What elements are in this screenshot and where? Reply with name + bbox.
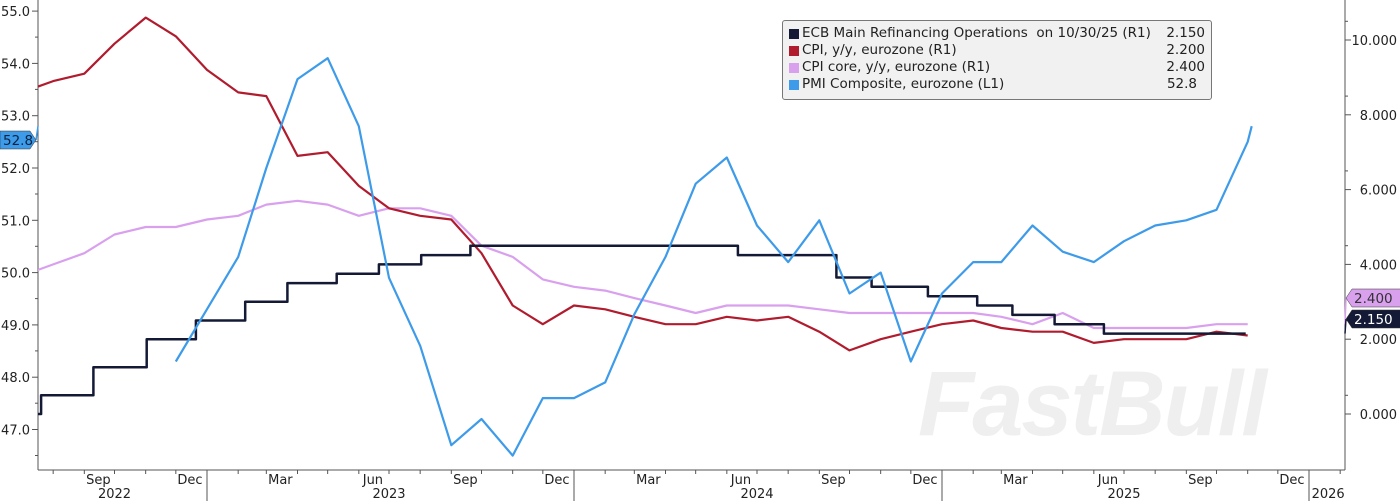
legend-swatch <box>789 62 799 73</box>
legend-label: CPI, y/y, eurozone (R1) <box>802 42 957 58</box>
watermark-logo: FastBull <box>918 353 1267 455</box>
right-axis-tag-ecb-leader <box>1344 318 1347 334</box>
right-axis-tag-core-bg <box>1345 288 1400 308</box>
right-tick-label: 2.000 <box>1360 333 1397 348</box>
x-month-label: Sep <box>453 473 478 488</box>
x-month-label: Sep <box>86 473 111 488</box>
left-axis-tag: 52.8 <box>3 133 33 149</box>
left-tick-label: 53.0 <box>1 110 30 125</box>
legend-item-pmi: PMI Composite, eurozone (L1) 52.8 <box>789 76 1205 93</box>
x-month-label: Dec <box>544 473 569 488</box>
series-line-2 <box>38 199 1248 330</box>
legend-item-cpi: CPI, y/y, eurozone (R1) 2.200 <box>789 42 1205 59</box>
x-month-label: Jun <box>362 473 383 488</box>
x-year-label: 2022 <box>98 487 131 501</box>
left-tick-label: 52.0 <box>1 162 30 177</box>
left-axis-tag-bg <box>0 130 37 150</box>
left-tick-label: 48.0 <box>1 371 30 386</box>
right-tick-label: 0.000 <box>1360 408 1397 423</box>
left-tick-label: 50.0 <box>1 267 30 282</box>
legend: ECB Main Refinancing Operations on 10/30… <box>782 20 1212 100</box>
right-tick-label: 6.000 <box>1360 184 1397 199</box>
right-axis-tag-ecb: 2.150 <box>1354 312 1393 328</box>
right-tick-label: 4.000 <box>1360 258 1397 273</box>
x-month-label: Dec <box>1279 473 1304 488</box>
right-axis-tag-core-leader <box>1344 297 1347 325</box>
legend-item-ecb: ECB Main Refinancing Operations on 10/30… <box>789 25 1205 42</box>
left-tick-label: 55.0 <box>1 5 30 20</box>
x-year-label: 2026 <box>1312 487 1345 501</box>
legend-label: CPI core, y/y, eurozone (R1) <box>802 59 991 75</box>
right-axis-tag-ecb-bg <box>1345 309 1400 329</box>
legend-item-cpi-core: CPI core, y/y, eurozone (R1) 2.400 <box>789 59 1205 76</box>
right-tick-label: 10.000 <box>1352 34 1398 49</box>
legend-swatch <box>789 28 799 39</box>
x-month-label: Sep <box>1188 473 1213 488</box>
legend-value: 2.400 <box>1166 59 1205 75</box>
legend-swatch <box>789 79 799 90</box>
left-tick-label: 51.0 <box>1 214 30 229</box>
x-month-label: Dec <box>912 473 937 488</box>
x-month-label: Mar <box>268 473 293 488</box>
x-year-label: 2024 <box>740 487 773 501</box>
legend-swatch <box>789 45 799 56</box>
plot-area <box>38 16 1253 457</box>
x-month-label: Mar <box>636 473 661 488</box>
left-axis-tag-leader <box>35 126 39 141</box>
x-month-label: Dec <box>177 473 202 488</box>
legend-value: 52.8 <box>1166 76 1197 92</box>
x-month-label: Sep <box>821 473 846 488</box>
series-line-0 <box>38 244 1246 416</box>
legend-value: 2.200 <box>1166 42 1205 58</box>
left-tick-label: 49.0 <box>1 319 30 334</box>
x-year-label: 2025 <box>1107 487 1140 501</box>
x-month-label: Jun <box>730 473 751 488</box>
x-month-label: Mar <box>1003 473 1028 488</box>
x-month-label: Jun <box>1097 473 1118 488</box>
x-year-label: 2023 <box>372 487 405 501</box>
left-tick-label: 47.0 <box>1 424 30 439</box>
legend-label: ECB Main Refinancing Operations on 10/30… <box>802 25 1151 41</box>
left-tick-label: 54.0 <box>1 57 30 72</box>
right-tick-label: 8.000 <box>1360 109 1397 124</box>
legend-value: 2.150 <box>1166 25 1205 41</box>
right-axis-tag-core: 2.400 <box>1354 291 1393 307</box>
legend-label: PMI Composite, eurozone (L1) <box>802 76 1005 92</box>
